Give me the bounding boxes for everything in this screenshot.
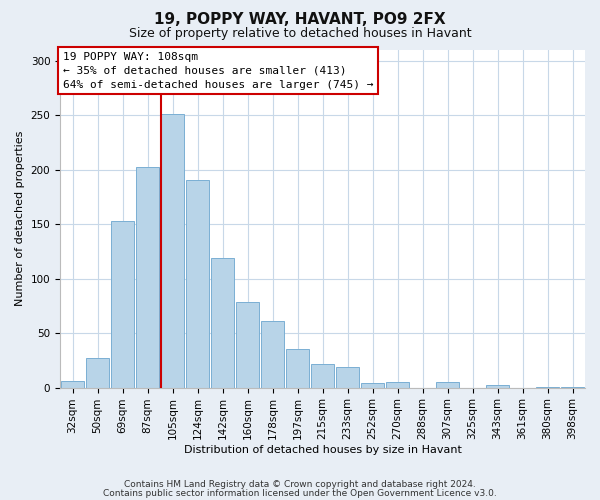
Text: 19 POPPY WAY: 108sqm
← 35% of detached houses are smaller (413)
64% of semi-deta: 19 POPPY WAY: 108sqm ← 35% of detached h… bbox=[62, 52, 373, 90]
Y-axis label: Number of detached properties: Number of detached properties bbox=[15, 131, 25, 306]
Text: Contains HM Land Registry data © Crown copyright and database right 2024.: Contains HM Land Registry data © Crown c… bbox=[124, 480, 476, 489]
X-axis label: Distribution of detached houses by size in Havant: Distribution of detached houses by size … bbox=[184, 445, 461, 455]
Bar bbox=[261, 321, 284, 388]
Bar bbox=[111, 221, 134, 388]
Bar bbox=[361, 383, 384, 388]
Bar bbox=[161, 114, 184, 388]
Bar bbox=[61, 381, 84, 388]
Bar bbox=[436, 382, 459, 388]
Bar bbox=[336, 367, 359, 388]
Bar bbox=[486, 386, 509, 388]
Bar bbox=[136, 166, 159, 388]
Bar bbox=[211, 258, 234, 388]
Bar bbox=[286, 350, 309, 388]
Text: Size of property relative to detached houses in Havant: Size of property relative to detached ho… bbox=[128, 28, 472, 40]
Bar bbox=[311, 364, 334, 388]
Bar bbox=[536, 386, 559, 388]
Text: 19, POPPY WAY, HAVANT, PO9 2FX: 19, POPPY WAY, HAVANT, PO9 2FX bbox=[154, 12, 446, 28]
Bar bbox=[236, 302, 259, 388]
Bar bbox=[86, 358, 109, 388]
Bar bbox=[386, 382, 409, 388]
Text: Contains public sector information licensed under the Open Government Licence v3: Contains public sector information licen… bbox=[103, 490, 497, 498]
Bar bbox=[186, 180, 209, 388]
Bar bbox=[561, 386, 584, 388]
